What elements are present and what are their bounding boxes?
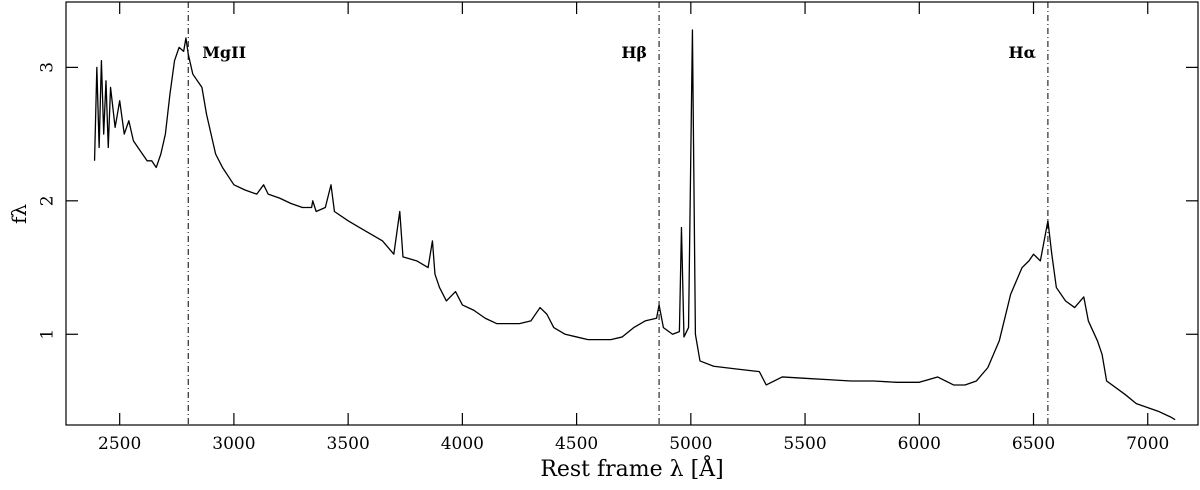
y-axis-label: fλ [7,204,31,224]
x-tick-label: 2500 [98,434,141,454]
annotation-label: MgII [202,43,246,62]
y-tick-label: 2 [38,195,58,206]
x-tick-label: 4000 [441,434,484,454]
x-tick-label: 5500 [783,434,826,454]
annotation-label: Hβ [621,43,647,62]
x-tick-label: 6500 [1012,434,1055,454]
x-tick-label: 5000 [669,434,712,454]
x-tick-label: 7000 [1126,434,1169,454]
y-tick-label: 3 [38,62,58,73]
plot-frame [65,1,1199,426]
x-tick-label: 3500 [327,434,370,454]
x-tick-label: 6000 [898,434,941,454]
x-tick-label: 3000 [212,434,255,454]
y-tick-label: 1 [38,329,58,340]
spectrum-line [93,29,1176,421]
annotation-label: Hα [1008,43,1035,62]
x-axis-label: Rest frame λ [Å] [540,454,723,482]
x-tick-label: 4500 [555,434,598,454]
